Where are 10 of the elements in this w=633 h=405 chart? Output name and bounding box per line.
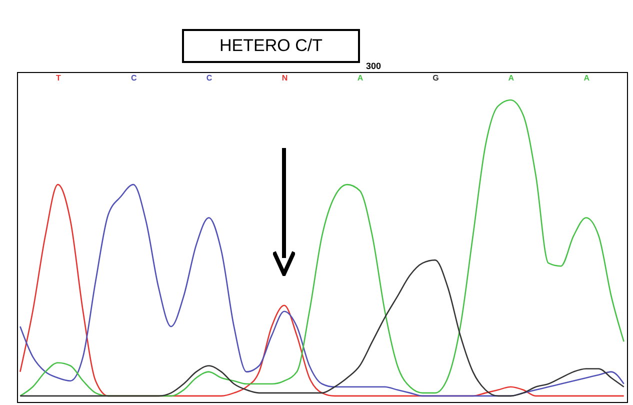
x-tick-label: A xyxy=(508,74,514,82)
x-tick-label: G xyxy=(432,74,439,82)
x-tick-label: A xyxy=(584,74,590,82)
x-tick-label: N xyxy=(282,74,288,82)
x-tick-label: C xyxy=(130,74,137,82)
x-tick-label: C xyxy=(206,74,212,82)
chart-title: HETERO C/T xyxy=(182,29,360,63)
x-tick-label: A xyxy=(357,74,364,82)
x-tick-label: T xyxy=(56,74,61,82)
text: 300 xyxy=(366,61,382,71)
